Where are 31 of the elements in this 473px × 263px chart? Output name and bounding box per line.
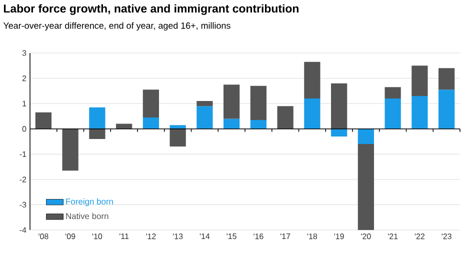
bar <box>142 90 159 118</box>
bar <box>438 90 455 129</box>
bar <box>277 106 294 129</box>
bar <box>438 68 455 90</box>
legend-label: Foreign born <box>66 198 113 206</box>
legend-label: Native born <box>66 212 108 220</box>
bar <box>142 117 159 129</box>
bar <box>224 84 240 119</box>
bar <box>384 87 401 99</box>
chart-title: Labor force growth, native and immigrant contribution <box>4 4 298 15</box>
bar <box>35 112 52 129</box>
bar <box>196 106 213 129</box>
bar <box>384 98 401 129</box>
bar <box>412 96 428 129</box>
bar <box>412 66 428 96</box>
bar <box>304 98 320 129</box>
bar <box>358 128 374 144</box>
bar <box>170 125 186 129</box>
bar <box>358 144 374 230</box>
bar <box>89 107 106 129</box>
bar <box>62 128 78 171</box>
bar <box>224 118 240 129</box>
bar <box>196 101 213 106</box>
bar <box>331 83 348 129</box>
bar <box>89 128 106 139</box>
bar <box>331 128 348 136</box>
bar <box>250 86 267 120</box>
chart-subtitle: Year-over-year difference, end of year, aged 16+, millions <box>3 22 230 31</box>
bar <box>304 62 320 99</box>
bar <box>170 128 186 147</box>
bar <box>250 120 267 129</box>
